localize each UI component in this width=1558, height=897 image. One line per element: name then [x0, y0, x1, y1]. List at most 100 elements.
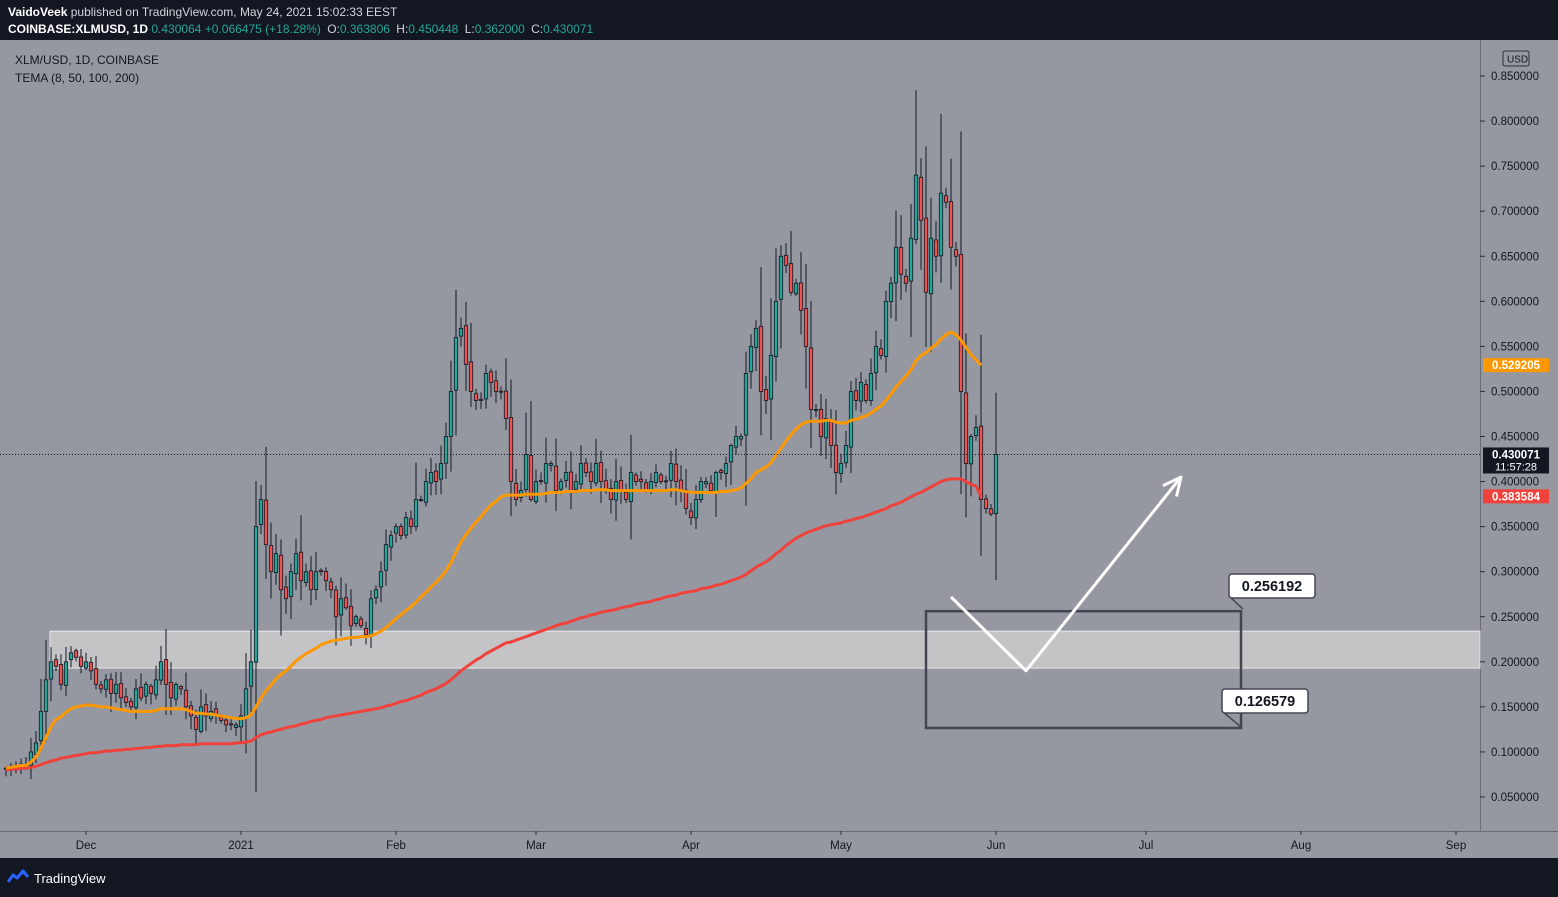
candle — [923, 146, 929, 347]
candle — [838, 453, 844, 483]
candle — [503, 358, 509, 430]
candle — [748, 334, 754, 389]
candle — [423, 468, 429, 507]
candle — [303, 563, 309, 587]
candle-body — [278, 554, 284, 591]
author-name[interactable]: VaidoVeek — [8, 5, 68, 19]
candle-body — [283, 586, 289, 600]
candle — [673, 448, 679, 506]
candle-body — [468, 361, 474, 392]
callout-box — [1221, 688, 1309, 714]
candle-body — [198, 706, 204, 732]
candle — [808, 301, 814, 449]
candle — [263, 446, 269, 579]
chart-area[interactable]: 0.050000 0.100000 0.150000 0.200000 0.250000… — [0, 40, 1558, 858]
callout-box — [1228, 573, 1316, 599]
candle — [513, 468, 519, 507]
ohlc-line: COINBASE:XLMUSD, 1D 0.430064 +0.066475 (… — [8, 22, 593, 36]
candle-body — [93, 668, 99, 685]
candle-body — [293, 553, 299, 575]
candle — [788, 231, 794, 296]
candle-body — [133, 688, 139, 709]
tema-50-price-badge: 0.529205 — [1483, 358, 1549, 373]
candle-body — [463, 325, 469, 365]
candle-body — [503, 390, 509, 419]
candle-body — [533, 481, 539, 502]
candle — [533, 469, 539, 504]
candle-body — [798, 282, 804, 311]
tradingview-logo-icon[interactable] — [6, 869, 30, 888]
candle-body — [543, 463, 549, 484]
candle — [953, 241, 959, 267]
candle — [363, 621, 369, 645]
candle-body — [783, 254, 789, 266]
candle-body — [878, 348, 884, 356]
time-tick-label: Jul — [1139, 840, 1154, 852]
candle — [473, 388, 479, 410]
price-tick-label: 0.350000 — [1491, 522, 1539, 534]
candle — [203, 693, 209, 732]
candle-body — [563, 472, 569, 481]
candle — [283, 575, 289, 614]
candle — [738, 433, 744, 447]
candle-body — [918, 176, 924, 221]
candle-body — [193, 716, 199, 730]
candle-body — [818, 408, 824, 437]
candle-body — [488, 371, 494, 383]
candle-body — [953, 249, 959, 257]
candle — [373, 585, 379, 605]
candle — [698, 476, 704, 503]
candle — [458, 317, 464, 347]
candle-body — [943, 195, 949, 203]
candle — [138, 673, 144, 702]
candle-body — [788, 263, 794, 293]
candle — [148, 683, 154, 705]
candle-body — [388, 535, 394, 548]
indicator-legend[interactable]: TEMA (8, 50, 100, 200) — [15, 71, 140, 85]
candle — [593, 438, 599, 487]
candle — [383, 529, 389, 586]
candle — [948, 158, 954, 290]
candle-body — [148, 685, 154, 694]
candle-body — [313, 571, 319, 591]
currency-button[interactable]: USD — [1507, 55, 1528, 66]
candle-body — [153, 679, 159, 696]
candle — [273, 534, 279, 585]
price-chart-svg[interactable]: 0.050000 0.100000 0.150000 0.200000 0.250000… — [0, 40, 1558, 858]
candle-body — [858, 382, 864, 402]
candle — [293, 538, 299, 590]
candle-body — [558, 481, 564, 490]
footer-bar: TradingView — [0, 858, 1558, 897]
candle-body — [48, 661, 54, 680]
candle-body — [973, 427, 979, 437]
candle — [973, 415, 979, 441]
price-badge-label: 0.529205 — [1492, 360, 1541, 372]
low-label: L: — [464, 22, 475, 36]
price-tick-label: 0.450000 — [1491, 432, 1539, 444]
candle-body — [338, 598, 344, 616]
candle — [818, 394, 824, 456]
candle — [343, 583, 349, 610]
candle — [318, 568, 324, 576]
candle-body — [223, 719, 229, 726]
candle — [358, 616, 364, 629]
candle-body — [73, 650, 79, 658]
candle-body — [333, 589, 339, 618]
support-zone — [49, 630, 1481, 669]
candle-body — [358, 618, 364, 627]
candle-body — [298, 551, 304, 582]
candle-body — [598, 462, 604, 482]
candle-body — [403, 517, 409, 536]
candle — [38, 678, 44, 748]
candle-body — [108, 678, 114, 694]
footer-brand[interactable]: TradingView — [34, 871, 106, 886]
candle — [943, 187, 949, 209]
candle-body — [63, 661, 69, 686]
price-tick-label: 0.300000 — [1491, 567, 1539, 579]
candle-body — [898, 246, 904, 275]
candle-body — [658, 474, 664, 482]
candle — [278, 539, 284, 636]
candle — [508, 379, 514, 517]
candle-body — [968, 436, 974, 465]
candle-body — [498, 390, 504, 393]
